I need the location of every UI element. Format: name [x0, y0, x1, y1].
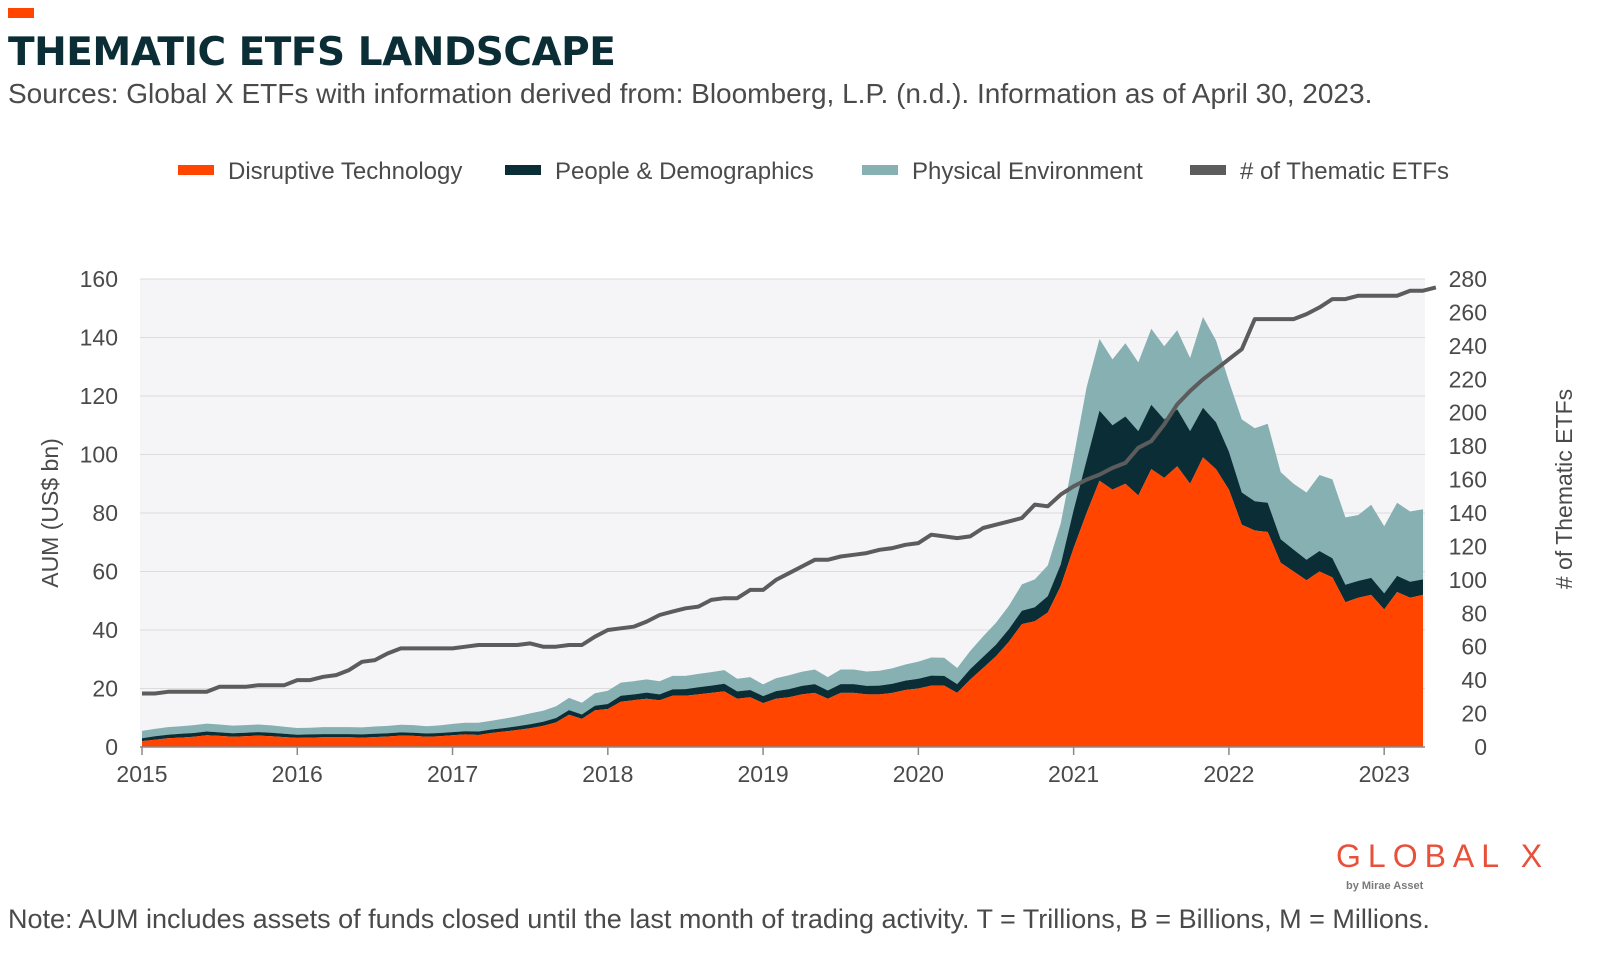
y2-tick-label: 60: [1461, 634, 1487, 660]
y2-tick-label: 40: [1461, 667, 1487, 693]
y2-axis-title: # of Thematic ETFs: [1551, 389, 1577, 589]
x-tick-label: 2016: [272, 761, 323, 787]
global-x-logo: GLOBAL X by Mirae Asset: [1336, 838, 1550, 892]
page-title: THEMATIC ETFS LANDSCAPE: [8, 30, 616, 75]
y2-tick-label: 100: [1449, 567, 1487, 593]
y2-tick-label: 0: [1474, 734, 1487, 760]
legend-label-physical-environment: Physical Environment: [912, 158, 1143, 185]
line-thematic-etf-count: [142, 285, 1437, 696]
y-tick-label: 120: [80, 383, 118, 409]
page-subtitle: Sources: Global X ETFs with information …: [8, 78, 1373, 109]
y2-tick-label: 220: [1449, 366, 1487, 392]
y2-tick-label: 140: [1449, 500, 1487, 526]
y2-tick-label: 280: [1449, 266, 1487, 292]
y2-tick-label: 120: [1449, 533, 1487, 559]
legend-swatch-physical-environment: [862, 165, 898, 175]
y2-tick-label: 180: [1449, 433, 1487, 459]
legend-label--of-thematic-etfs: # of Thematic ETFs: [1240, 158, 1449, 185]
y-tick-label: 80: [92, 500, 118, 526]
y2-tick-label: 200: [1449, 400, 1487, 426]
y-tick-label: 140: [80, 325, 118, 351]
y-tick-label: 60: [92, 559, 118, 585]
legend-label-disruptive-technology: Disruptive Technology: [228, 158, 462, 185]
y2-tick-label: 260: [1449, 299, 1487, 325]
logo-tagline: by Mirae Asset: [1346, 880, 1424, 892]
y-tick-label: 160: [80, 266, 118, 292]
x-tick-label: 2019: [738, 761, 789, 787]
area-disruptive-technology: [142, 457, 1423, 747]
x-tick-label: 2017: [427, 761, 478, 787]
logo-wordmark: GLOBAL X: [1336, 838, 1550, 874]
x-tick-label: 2021: [1048, 761, 1099, 787]
y-tick-label: 100: [80, 442, 118, 468]
legend-swatch--of-thematic-etfs: [1190, 165, 1226, 175]
legend-swatch-disruptive-technology: [178, 165, 214, 175]
legend-swatch-people-demographics: [505, 165, 541, 175]
y-tick-label: 20: [92, 676, 118, 702]
x-tick-label: 2015: [116, 761, 167, 787]
accent-bar: [8, 8, 34, 18]
x-tick-label: 2023: [1359, 761, 1410, 787]
y2-tick-label: 240: [1449, 333, 1487, 359]
x-tick-label: 2020: [893, 761, 944, 787]
y2-tick-label: 160: [1449, 467, 1487, 493]
y-tick-label: 40: [92, 617, 118, 643]
y-tick-label: 0: [105, 734, 118, 760]
footnote: Note: AUM includes assets of funds close…: [8, 904, 1430, 934]
y-axis-title: AUM (US$ bn): [37, 438, 63, 588]
x-tick-label: 2022: [1203, 761, 1254, 787]
x-tick-label: 2018: [582, 761, 633, 787]
legend-label-people-demographics: People & Demographics: [555, 158, 814, 185]
y2-tick-label: 80: [1461, 600, 1487, 626]
y2-tick-label: 20: [1461, 701, 1487, 727]
